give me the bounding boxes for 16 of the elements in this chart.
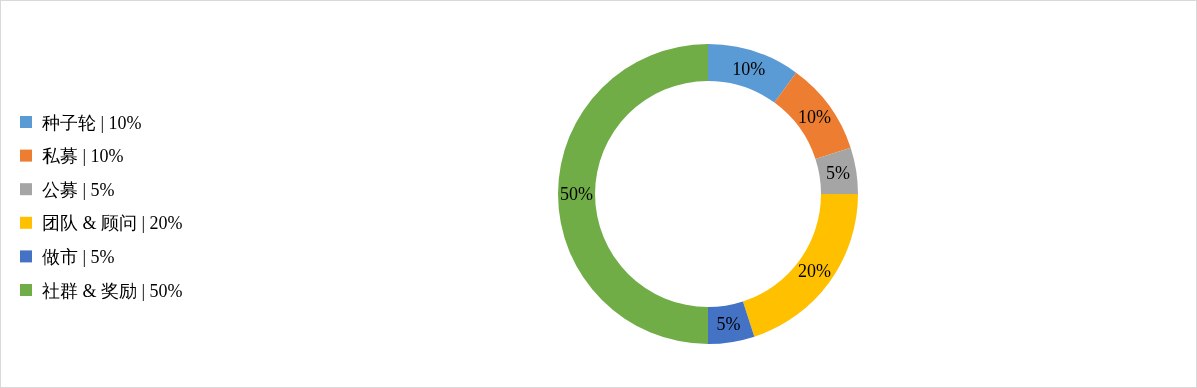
data-label: 10% (732, 58, 766, 79)
legend-label: 社群 & 奖励 | 50% (42, 280, 183, 301)
legend-label: 种子轮 | 10% (42, 112, 142, 133)
data-label: 5% (716, 313, 741, 334)
data-label: 20% (797, 261, 831, 282)
data-label: 5% (825, 163, 850, 184)
donut-slice (558, 44, 708, 344)
legend-label: 公募 | 5% (42, 179, 115, 200)
legend-label: 团队 & 顾问 | 20% (42, 213, 183, 234)
legend-label: 做市 | 5% (42, 246, 115, 267)
donut-slice (774, 72, 851, 160)
donut-slice (742, 194, 858, 337)
legend-label: 私募 | 10% (42, 146, 124, 167)
data-label: 10% (797, 106, 831, 127)
donut-slice (708, 44, 797, 103)
data-label: 50% (560, 184, 593, 204)
